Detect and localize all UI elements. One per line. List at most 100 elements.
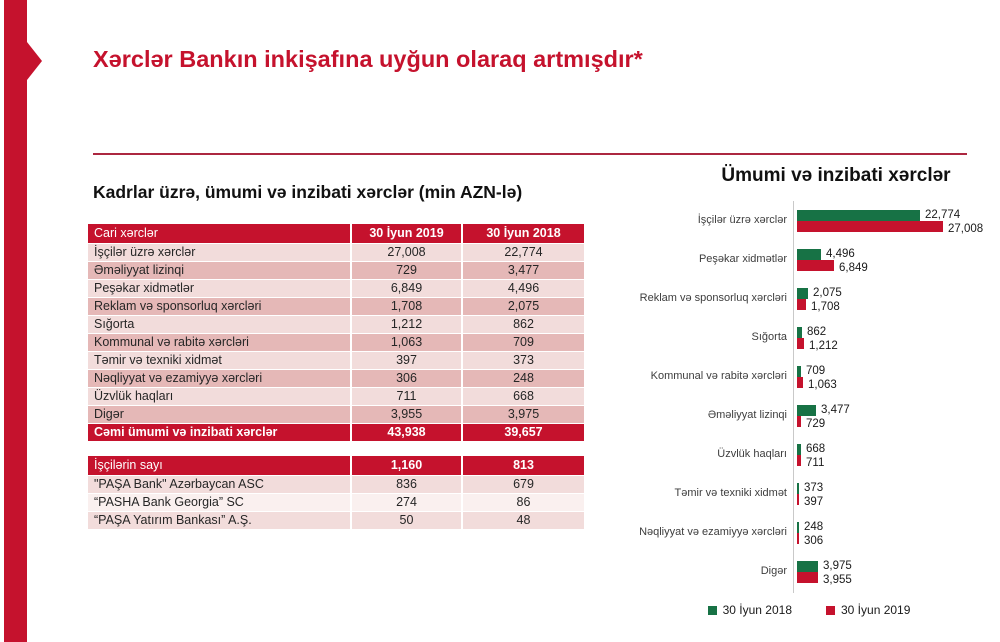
chart-category-label: Sığorta xyxy=(751,331,787,344)
table-section-title: Kadrlar üzrə, ümumi və inzibati xərclər … xyxy=(93,182,523,202)
value-2018: 679 xyxy=(463,476,584,493)
value-2019: 50 xyxy=(352,512,461,529)
bar-2018 xyxy=(797,482,799,494)
value-2018: 2,075 xyxy=(463,298,584,315)
headcount-total-2018: 813 xyxy=(463,456,584,475)
headcount-header-label: İşçilərin sayı xyxy=(88,456,350,475)
bar-line-2019: 306 xyxy=(797,532,824,547)
value-2019: 3,955 xyxy=(352,406,461,423)
chart-bars: 4,496 6,849 xyxy=(797,248,868,274)
row-label: İşçilər üzrə xərclər xyxy=(88,244,350,261)
expenses-total-row: Cəmi ümumi və inzibati xərclər 43,938 39… xyxy=(88,424,584,441)
bar-line-2019: 1,063 xyxy=(797,376,837,391)
table-row: “PASHA Bank Georgia” SC 274 86 xyxy=(88,494,584,511)
bar-value-2019: 729 xyxy=(806,418,826,430)
bar-2018 xyxy=(797,248,821,260)
chart-category-group: Üzvlük haqları 668 711 xyxy=(625,435,993,474)
legend-item-2018: 30 İyun 2018 xyxy=(707,603,792,617)
bar-value-2018: 248 xyxy=(804,521,824,533)
value-2018: 3,477 xyxy=(463,262,584,279)
headcount-header-row: İşçilərin sayı 1,160 813 xyxy=(88,456,584,475)
bar-2018 xyxy=(797,209,920,221)
total-value-2019: 43,938 xyxy=(352,424,461,441)
value-2019: 711 xyxy=(352,388,461,405)
legend-swatch-2018-icon xyxy=(707,605,717,615)
value-2019: 274 xyxy=(352,494,461,511)
table-row: “PAŞA Yatırım Bankası” A.Ş. 50 48 xyxy=(88,512,584,529)
bar-value-2019: 27,008 xyxy=(948,223,984,235)
bar-value-2018: 3,477 xyxy=(821,404,850,416)
value-2019: 729 xyxy=(352,262,461,279)
bar-value-2018: 2,075 xyxy=(813,287,842,299)
chart-bars: 2,075 1,708 xyxy=(797,287,842,313)
chart-bars: 373 397 xyxy=(797,482,824,508)
bar-2019 xyxy=(797,376,803,388)
row-label: "PAŞA Bank" Azərbaycan ASC xyxy=(88,476,350,493)
bar-value-2018: 3,975 xyxy=(823,560,852,572)
bar-2019 xyxy=(797,454,801,466)
bar-value-2018: 668 xyxy=(806,443,826,455)
bar-value-2018: 4,496 xyxy=(826,248,855,260)
value-2018: 248 xyxy=(463,370,584,387)
legend-label: 30 İyun 2019 xyxy=(841,603,911,617)
bar-line-2019: 27,008 xyxy=(797,220,984,235)
expenses-table: Cari xərclər 30 İyun 2019 30 İyun 2018 İ… xyxy=(86,223,586,442)
chart-bars: 862 1,212 xyxy=(797,326,838,352)
bar-line-2019: 6,849 xyxy=(797,259,868,274)
bar-line-2019: 729 xyxy=(797,415,850,430)
bar-2018 xyxy=(797,560,818,572)
bar-line-2018: 862 xyxy=(797,326,838,338)
bar-line-2019: 1,708 xyxy=(797,298,842,313)
row-label: Reklam və sponsorluq xərcləri xyxy=(88,298,350,315)
value-2018: 4,496 xyxy=(463,280,584,297)
chart-category-label: Digər xyxy=(760,565,787,578)
headcount-table: İşçilərin sayı 1,160 813 "PAŞA Bank" Azə… xyxy=(86,455,586,530)
chart-bars: 3,477 729 xyxy=(797,404,850,430)
bar-value-2019: 1,212 xyxy=(809,340,838,352)
chart-title: Ümumi və inzibati xərclər xyxy=(721,165,951,186)
bar-line-2018: 3,477 xyxy=(797,404,850,416)
row-label: Digər xyxy=(88,406,350,423)
bar-value-2019: 1,063 xyxy=(808,379,837,391)
chart-bars: 248 306 xyxy=(797,521,824,547)
total-value-2018: 39,657 xyxy=(463,424,584,441)
value-2019: 306 xyxy=(352,370,461,387)
expenses-bar-chart: Ümumi və inzibati xərclər İşçilər üzrə x… xyxy=(625,165,993,617)
slide-accent-ribbon xyxy=(4,0,27,642)
bar-value-2019: 1,708 xyxy=(811,301,840,313)
title-divider-line xyxy=(93,153,967,155)
headcount-table-body: "PAŞA Bank" Azərbaycan ASC 836 679 “PASHA B… xyxy=(88,476,584,529)
bar-2018 xyxy=(797,521,799,533)
chart-bars: 709 1,063 xyxy=(797,365,837,391)
bar-2019 xyxy=(797,532,799,544)
bar-2019 xyxy=(797,298,806,310)
bar-line-2018: 373 xyxy=(797,482,823,494)
chart-category-group: Digər 3,975 3,955 xyxy=(625,552,993,591)
value-2018: 668 xyxy=(463,388,584,405)
chart-category-label: Təmir və texniki xidmət xyxy=(674,487,787,500)
value-2019: 1,212 xyxy=(352,316,461,333)
value-2019: 27,008 xyxy=(352,244,461,261)
chart-category-group: Əməliyyat lizinqi 3,477 729 xyxy=(625,396,993,435)
chart-plot: İşçilər üzrə xərclər 22,774 27,008 Peşəkar … xyxy=(625,201,993,593)
table-row: İşçilər üzrə xərclər 27,008 22,774 xyxy=(88,244,584,261)
value-2018: 22,774 xyxy=(463,244,584,261)
chart-category-group: Peşəkar xidmətlər 4,496 6,849 xyxy=(625,240,993,279)
expenses-table-body: İşçilər üzrə xərclər 27,008 22,774 Əməliyya… xyxy=(88,244,584,423)
total-row-label: Cəmi ümumi və inzibati xərclər xyxy=(88,424,350,441)
value-2019: 6,849 xyxy=(352,280,461,297)
column-header-current-expenses: Cari xərclər xyxy=(88,224,350,243)
chart-category-label: Nəqliyyat və ezamiyyə xərcləri xyxy=(639,526,787,539)
bar-value-2019: 397 xyxy=(804,496,824,508)
bar-2019 xyxy=(797,415,801,427)
row-label: Üzvlük haqları xyxy=(88,388,350,405)
bar-value-2019: 306 xyxy=(804,535,824,547)
row-label: Kommunal və rabitə xərcləri xyxy=(88,334,350,351)
bar-2018 xyxy=(797,443,801,455)
chart-bars: 3,975 3,955 xyxy=(797,560,852,586)
bar-2019 xyxy=(797,259,834,271)
bar-line-2018: 4,496 xyxy=(797,248,868,260)
bar-line-2018: 709 xyxy=(797,365,837,377)
bar-value-2019: 3,955 xyxy=(823,574,852,586)
